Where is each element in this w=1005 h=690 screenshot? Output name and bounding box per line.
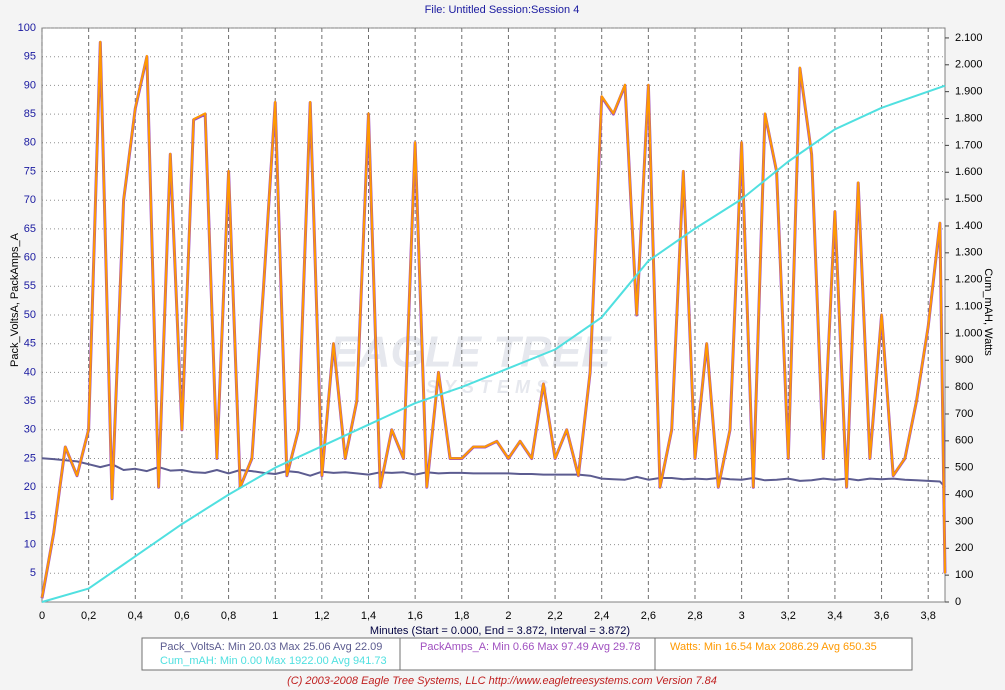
x-tick-label: 3 xyxy=(739,610,745,622)
x-tick-label: 1,2 xyxy=(314,610,329,622)
x-tick-label: 1,6 xyxy=(407,610,422,622)
y-tick-label: 80 xyxy=(24,137,36,149)
y2-tick-label: 0 xyxy=(955,596,961,608)
footer: (C) 2003-2008 Eagle Tree Systems, LLC ht… xyxy=(287,675,717,687)
y-tick-label: 60 xyxy=(24,252,36,264)
y-tick-label: 30 xyxy=(24,424,36,436)
y2-tick-label: 100 xyxy=(955,569,973,581)
y2-tick-label: 1.100 xyxy=(955,300,983,312)
y-tick-label: 25 xyxy=(24,452,36,464)
x-tick-label: 2 xyxy=(505,610,511,622)
y2-tick-label: 300 xyxy=(955,515,973,527)
x-tick-label: 0 xyxy=(39,610,45,622)
y-tick-label: 10 xyxy=(24,539,36,551)
y-tick-label: 90 xyxy=(24,79,36,91)
y2-tick-label: 400 xyxy=(955,488,973,500)
x-tick-label: 0,2 xyxy=(81,610,96,622)
chart-title: File: Untitled Session:Session 4 xyxy=(425,4,580,16)
x-tick-label: 1,4 xyxy=(361,610,376,622)
y2-tick-label: 1.700 xyxy=(955,139,983,151)
x-tick-label: 2,8 xyxy=(687,610,702,622)
y-tick-label: 70 xyxy=(24,194,36,206)
legend-entry: Pack_VoltsA: Min 20.03 Max 25.06 Avg 22.… xyxy=(160,641,382,653)
watermark-text: EAGLE TREE xyxy=(329,328,612,377)
x-axis-label: Minutes (Start = 0.000, End = 3.872, Int… xyxy=(370,625,630,637)
x-tick-label: 2,2 xyxy=(547,610,562,622)
y-tick-label: 100 xyxy=(18,22,36,34)
y-tick-label: 95 xyxy=(24,51,36,63)
x-tick-label: 3,8 xyxy=(921,610,936,622)
y2-tick-label: 1.000 xyxy=(955,327,983,339)
x-tick-label: 1 xyxy=(272,610,278,622)
y2-tick-label: 1.300 xyxy=(955,247,983,259)
y-tick-label: 85 xyxy=(24,108,36,120)
y-tick-label: 15 xyxy=(24,510,36,522)
x-tick-label: 0,6 xyxy=(174,610,189,622)
y-tick-label: 5 xyxy=(30,567,36,579)
y-tick-label: 55 xyxy=(24,280,36,292)
y-tick-label: 75 xyxy=(24,165,36,177)
y-tick-label: 20 xyxy=(24,481,36,493)
y-tick-label: 65 xyxy=(24,223,36,235)
y-tick-label: 40 xyxy=(24,366,36,378)
y2-tick-label: 2.100 xyxy=(955,32,983,44)
y2-tick-label: 700 xyxy=(955,408,973,420)
y2-axis-label: Cum_mAH, Watts xyxy=(982,268,994,356)
y2-tick-label: 600 xyxy=(955,435,973,447)
x-tick-label: 2,6 xyxy=(641,610,656,622)
y2-tick-label: 1.500 xyxy=(955,193,983,205)
y2-tick-label: 500 xyxy=(955,462,973,474)
legend-entry: Cum_mAH: Min 0.00 Max 1922.00 Avg 941.73 xyxy=(160,655,387,667)
x-tick-label: 3,4 xyxy=(827,610,842,622)
legend xyxy=(141,637,913,671)
y2-tick-label: 2.000 xyxy=(955,59,983,71)
y-axis-label: Pack_VoltsA, PackAmps_A xyxy=(9,232,21,367)
legend-entry: Watts: Min 16.54 Max 2086.29 Avg 650.35 xyxy=(670,641,877,653)
x-tick-label: 3,6 xyxy=(874,610,889,622)
watermark-text: SYSTEMS xyxy=(426,377,554,397)
series-line xyxy=(41,40,946,598)
y2-tick-label: 1.900 xyxy=(955,86,983,98)
y-tick-label: 35 xyxy=(24,395,36,407)
x-tick-label: 2,4 xyxy=(594,610,609,622)
y2-tick-label: 900 xyxy=(955,354,973,366)
x-tick-label: 1,8 xyxy=(454,610,469,622)
y2-tick-label: 800 xyxy=(955,381,973,393)
y2-tick-label: 1.800 xyxy=(955,112,983,124)
series-line xyxy=(41,84,946,603)
x-tick-label: 0,8 xyxy=(221,610,236,622)
x-tick-label: 0,4 xyxy=(128,610,143,622)
series-line xyxy=(41,457,946,488)
x-tick-label: 3,2 xyxy=(781,610,796,622)
y-tick-label: 45 xyxy=(24,338,36,350)
y-tick-label: 50 xyxy=(24,309,36,321)
y2-tick-label: 200 xyxy=(955,542,973,554)
y2-tick-label: 1.200 xyxy=(955,274,983,286)
y2-tick-label: 1.600 xyxy=(955,166,983,178)
legend-entry: PackAmps_A: Min 0.66 Max 97.49 Avg 29.78 xyxy=(420,641,641,653)
y2-tick-label: 1.400 xyxy=(955,220,983,232)
